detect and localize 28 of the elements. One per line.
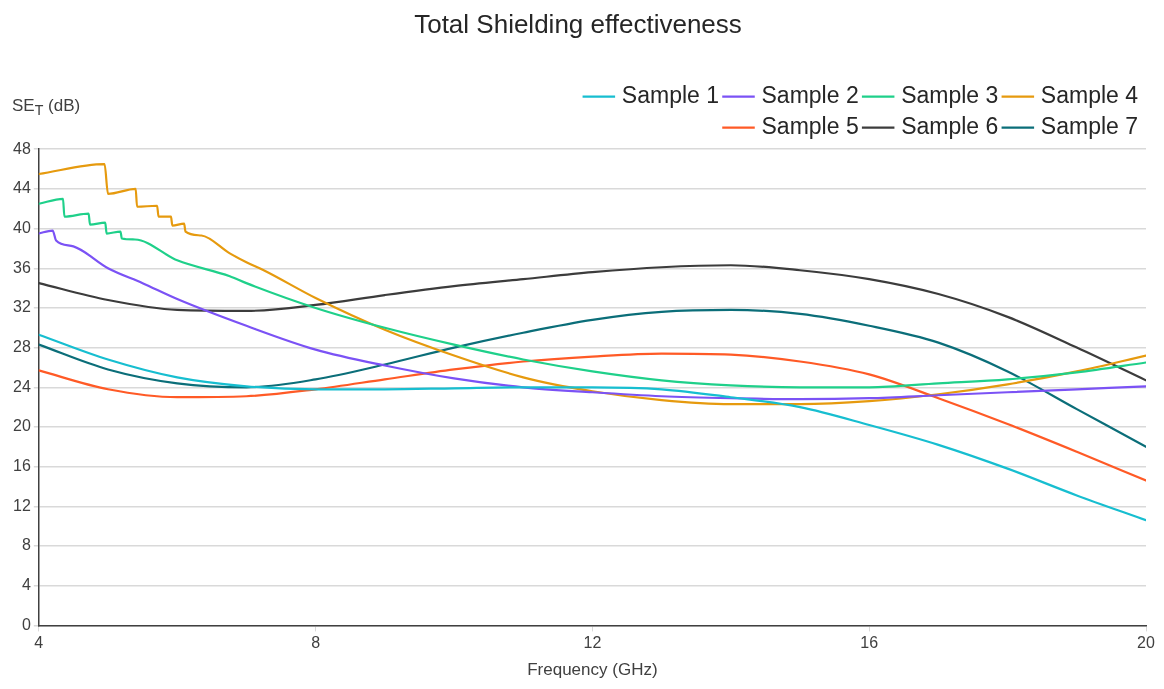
y-axis-title: SE$_{T}$ (dB) xyxy=(12,96,81,119)
x-tick-label: 12 xyxy=(583,634,602,652)
y-tick-label: 24 xyxy=(13,377,31,395)
x-tick-label: 4 xyxy=(34,634,44,652)
x-tick-label: 8 xyxy=(311,634,321,652)
legend-label: Sample 2 xyxy=(761,82,859,109)
y-tick-label: 8 xyxy=(21,536,31,554)
y-tick-label: 44 xyxy=(13,179,31,197)
y-tick-label: 0 xyxy=(21,615,31,633)
y-tick-label: 36 xyxy=(13,258,31,276)
y-tick-label: 48 xyxy=(13,139,31,157)
y-tick-label: 16 xyxy=(13,457,31,475)
y-tick-label: 32 xyxy=(13,298,31,316)
legend-label: Sample 3 xyxy=(901,82,999,109)
y-tick-label: 28 xyxy=(13,338,31,356)
legend-label: Sample 1 xyxy=(621,82,720,109)
chart-title: Total Shielding effectiveness xyxy=(414,8,742,39)
y-tick-label: 40 xyxy=(13,218,31,236)
legend-label: Sample 4 xyxy=(1040,82,1139,109)
y-tick-label: 12 xyxy=(13,496,31,514)
x-tick-label: 16 xyxy=(860,634,879,652)
x-tick-label: 20 xyxy=(1137,634,1155,652)
legend-label: Sample 7 xyxy=(1040,113,1139,140)
legend-label: Sample 5 xyxy=(761,113,859,140)
x-axis-title: Frequency (GHz) xyxy=(527,660,658,680)
legend-label: Sample 6 xyxy=(901,113,999,140)
y-tick-label: 4 xyxy=(21,576,31,594)
y-tick-label: 20 xyxy=(13,417,31,435)
